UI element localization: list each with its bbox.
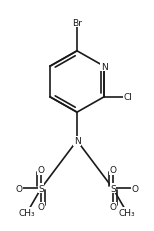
Text: Cl: Cl xyxy=(124,93,133,102)
Text: CH₃: CH₃ xyxy=(118,208,135,217)
Text: N: N xyxy=(74,137,80,146)
Text: CH₃: CH₃ xyxy=(19,208,36,217)
Text: O: O xyxy=(109,203,116,212)
Text: S: S xyxy=(38,184,44,193)
Text: O: O xyxy=(131,184,138,193)
Text: N: N xyxy=(101,62,107,71)
Text: Br: Br xyxy=(72,19,82,28)
Text: O: O xyxy=(16,184,23,193)
Text: O: O xyxy=(38,165,45,174)
Text: S: S xyxy=(110,184,116,193)
Text: O: O xyxy=(38,203,45,212)
Text: O: O xyxy=(109,165,116,174)
